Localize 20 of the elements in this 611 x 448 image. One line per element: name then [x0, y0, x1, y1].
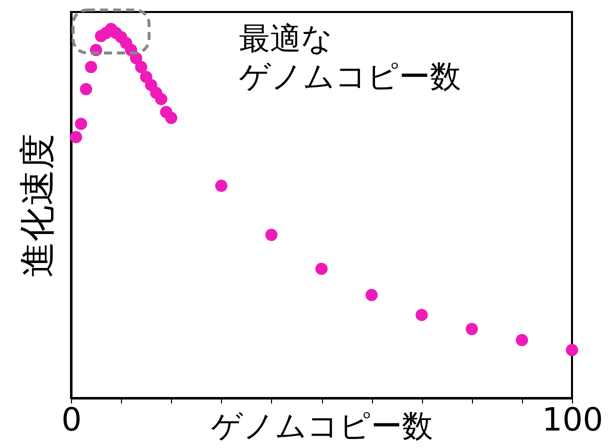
x-axis-title: ゲノムコピー数 — [211, 408, 433, 444]
point — [365, 288, 378, 302]
point — [155, 92, 168, 106]
point — [70, 130, 82, 144]
point — [80, 83, 92, 96]
point — [215, 180, 228, 192]
annotation: 最適なゲノムコピー数 — [239, 20, 462, 95]
point — [84, 60, 98, 74]
x-tick-label: 100 — [542, 400, 604, 438]
point — [165, 112, 178, 124]
point — [466, 322, 478, 336]
point — [516, 334, 528, 346]
x-tick-label: 0 — [61, 400, 82, 438]
point — [566, 344, 578, 356]
point — [416, 308, 428, 322]
point — [74, 118, 88, 130]
point — [265, 228, 278, 242]
point — [135, 60, 148, 74]
point — [315, 262, 328, 275]
y-axis-title: 進化速度 — [18, 134, 58, 278]
